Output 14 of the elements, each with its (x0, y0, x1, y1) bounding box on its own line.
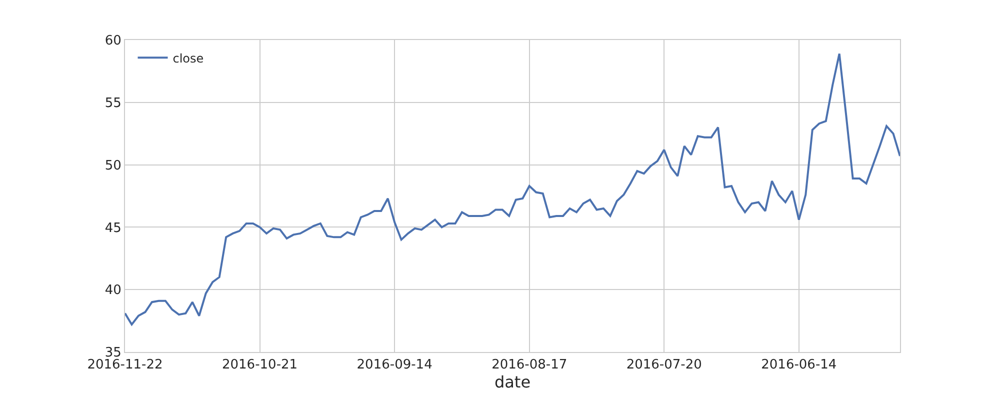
legend-label: close (172, 51, 204, 66)
x-axis-title: date (494, 372, 531, 392)
y-tick-label: 60 (104, 34, 122, 49)
x-tick-label: 2016-08-17 (492, 358, 568, 373)
y-tick-label: 55 (104, 96, 122, 111)
y-tick-label: 45 (104, 220, 122, 236)
x-tick-label: 2016-06-14 (761, 358, 837, 373)
x-tick-label: 2016-10-21 (222, 358, 298, 373)
x-tick-label: 2016-11-22 (87, 358, 163, 373)
line-series (125, 52, 900, 326)
y-tick-label: 40 (104, 283, 122, 298)
x-tick-label: 2016-09-14 (356, 358, 432, 373)
x-tick-label: 2016-07-20 (626, 358, 702, 373)
y-tick-label: 50 (104, 158, 122, 174)
